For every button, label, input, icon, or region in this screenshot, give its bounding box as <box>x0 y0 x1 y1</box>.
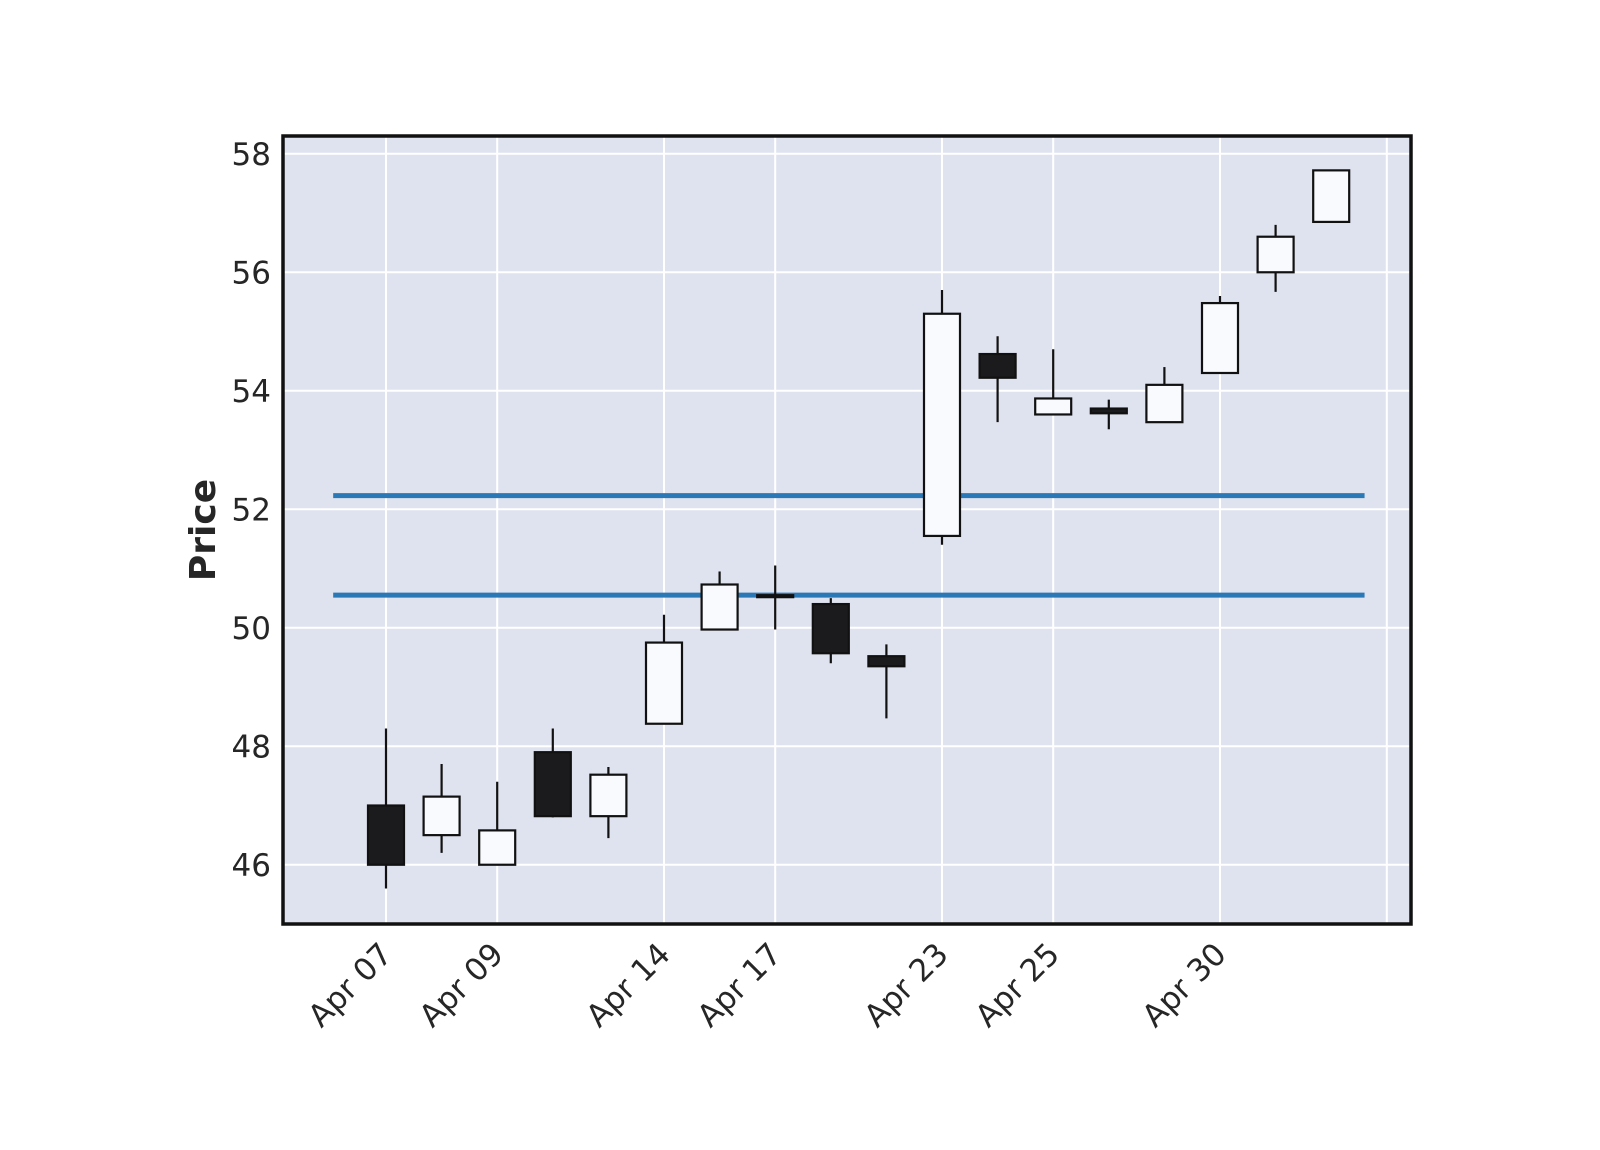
x-tick-label: Apr 25 <box>969 936 1067 1034</box>
x-tick-label: Apr 14 <box>579 936 677 1034</box>
x-tick-label: Apr 07 <box>301 936 399 1034</box>
candle <box>1034 349 1073 416</box>
candle-body <box>1034 397 1073 416</box>
candle-body <box>1200 301 1240 375</box>
candle-body <box>1256 235 1295 274</box>
candle <box>1089 399 1128 430</box>
horizontal-lines <box>333 493 1365 598</box>
plot-area <box>283 136 1411 924</box>
x-tick-label: Apr 09 <box>413 936 511 1034</box>
candle <box>700 571 739 631</box>
candle-body <box>700 583 739 631</box>
candle-body <box>811 602 850 655</box>
x-axis-ticks: Apr 07 Apr 09 Apr 14 Apr 17 Apr 23 Apr 25 Apr … <box>301 936 1233 1034</box>
y-tick-label: 48 <box>232 729 271 765</box>
x-tick-label: Apr 30 <box>1135 936 1233 1034</box>
candle <box>922 290 962 545</box>
candle <box>644 614 684 725</box>
candle <box>589 766 628 839</box>
candle <box>478 781 517 866</box>
y-tick-label: 56 <box>232 255 271 291</box>
candle <box>811 598 850 664</box>
candle-body <box>978 352 1017 379</box>
candle-body <box>589 773 628 818</box>
candle-body <box>867 655 906 668</box>
candle <box>422 764 461 853</box>
plot-frame <box>281 134 1413 926</box>
candle-body <box>366 804 406 866</box>
candle <box>978 336 1017 423</box>
candle <box>867 644 906 719</box>
candle-body <box>533 751 572 818</box>
candle-body <box>422 795 461 837</box>
candle-body <box>756 594 795 599</box>
candle <box>1200 295 1240 375</box>
y-axis-ticks: 46 48 50 52 54 56 58 <box>232 137 271 884</box>
candle-body <box>1089 407 1128 415</box>
candle <box>1145 367 1184 424</box>
y-tick-label: 52 <box>232 492 271 528</box>
candle-body <box>644 641 684 725</box>
x-tick-label: Apr 23 <box>857 936 955 1034</box>
candle <box>366 728 406 889</box>
y-tick-label: 50 <box>232 611 271 647</box>
candle-body <box>1312 169 1351 224</box>
candle <box>1312 169 1351 224</box>
candle-body <box>1145 383 1184 424</box>
candle <box>533 728 572 818</box>
y-tick-label: 46 <box>232 848 271 884</box>
x-tick-label: Apr 17 <box>691 936 789 1034</box>
y-tick-label: 58 <box>232 137 271 173</box>
candle <box>1256 224 1295 292</box>
y-tick-label: 54 <box>232 374 271 410</box>
candle <box>756 565 795 630</box>
candle-body <box>478 829 517 866</box>
y-axis-title: Price <box>183 479 224 581</box>
candle-body <box>922 312 962 538</box>
candles <box>366 169 1351 889</box>
